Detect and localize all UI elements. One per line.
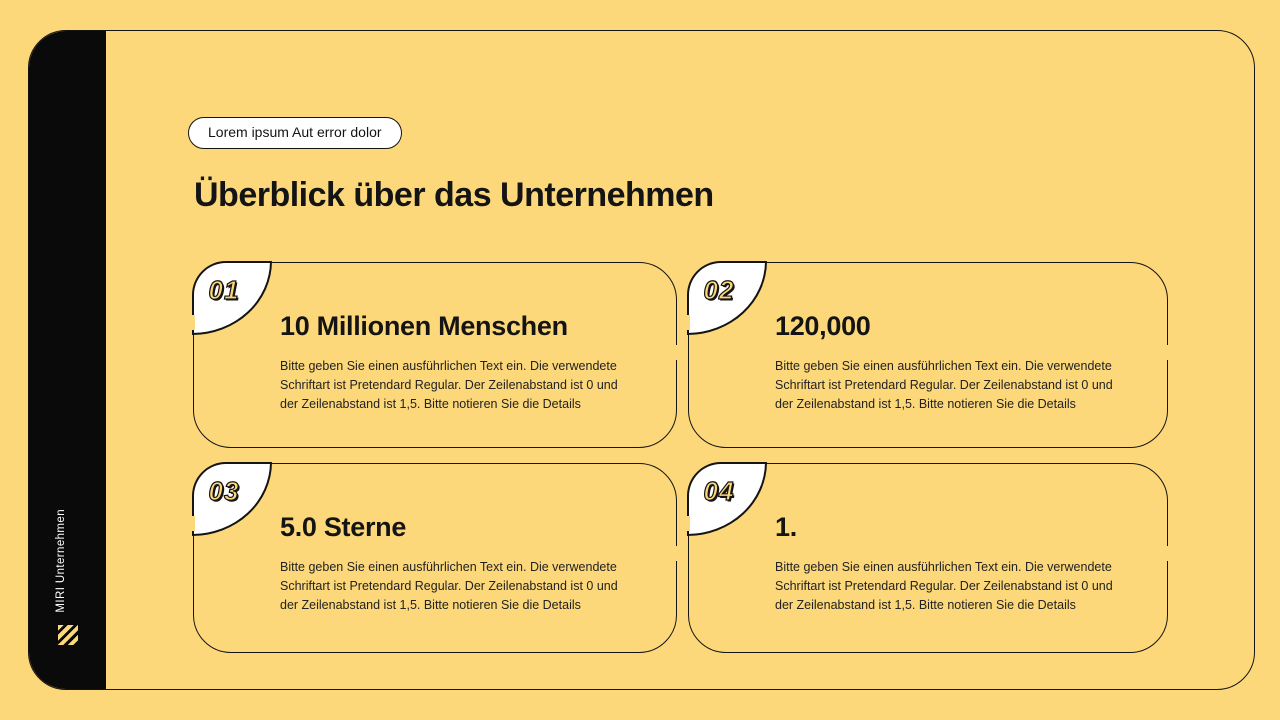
border-gap <box>191 315 195 330</box>
card-4-title: 1. <box>775 512 797 542</box>
card-3-number-badge: 03 <box>192 462 272 536</box>
border-gap <box>675 546 679 561</box>
card-2-number-badge: 02 <box>687 261 767 335</box>
card-4-number-badge: 04 <box>687 462 767 536</box>
tag-pill: Lorem ipsum Aut error dolor <box>188 117 402 149</box>
border-gap <box>191 516 195 531</box>
card-4-body: Bitte geben Sie einen ausführlichen Text… <box>775 560 1113 612</box>
card-1-number-badge: 01 <box>192 261 272 335</box>
main-panel: MIRI Unternehmen <box>28 30 1255 690</box>
card-3-body: Bitte geben Sie einen ausführlichen Text… <box>280 560 618 612</box>
card-1-body: Bitte geben Sie einen ausführlichen Text… <box>280 359 618 411</box>
border-gap <box>686 516 690 531</box>
card-2-title: 120,000 <box>775 311 871 341</box>
card-3-number: 03 <box>208 475 240 506</box>
card-4: 04 1. Bitte geben Sie einen ausführliche… <box>686 462 1170 653</box>
sidebar: MIRI Unternehmen <box>29 31 106 689</box>
cards-grid: 01 10 Millionen Menschen Bitte geben Sie… <box>191 261 1170 653</box>
card-1: 01 10 Millionen Menschen Bitte geben Sie… <box>191 261 679 448</box>
card-2-number: 02 <box>703 274 735 305</box>
border-gap <box>686 315 690 330</box>
sidebar-brand-text: MIRI Unternehmen <box>55 509 67 613</box>
border-gap <box>1166 546 1170 561</box>
card-1-title: 10 Millionen Menschen <box>280 311 568 341</box>
border-gap <box>1166 345 1170 360</box>
panel-border-gap <box>754 688 770 689</box>
diagonal-stripes-logo-icon <box>58 625 78 645</box>
page-title: Überblick über das Unternehmen <box>194 176 714 214</box>
card-3-title: 5.0 Sterne <box>280 512 407 542</box>
card-2: 02 120,000 Bitte geben Sie einen ausführ… <box>686 261 1170 448</box>
card-3: 03 5.0 Sterne Bitte geben Sie einen ausf… <box>191 462 679 653</box>
card-4-number: 04 <box>703 475 735 506</box>
card-1-number: 01 <box>208 274 240 305</box>
border-gap <box>675 345 679 360</box>
card-2-body: Bitte geben Sie einen ausführlichen Text… <box>775 359 1113 411</box>
